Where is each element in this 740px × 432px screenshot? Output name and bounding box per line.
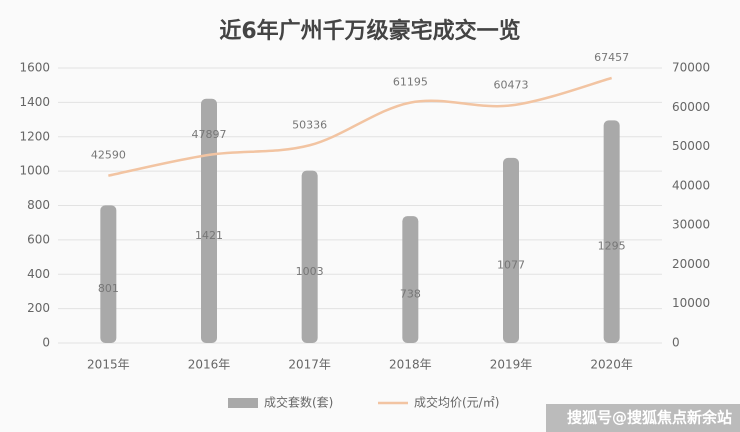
y2-tick-label: 60000 [672,100,710,114]
bar-value-label: 1003 [296,265,324,278]
y2-tick-label: 50000 [672,139,710,153]
y-tick-label: 200 [27,301,50,315]
bar [503,157,519,343]
y2-tick-label: 10000 [672,296,710,310]
chart-title: 近6年广州千万级豪宅成交一览 [219,18,520,44]
y-tick-label: 1200 [19,129,50,143]
line-value-label: 50336 [292,118,327,131]
bar-value-label: 1295 [598,240,626,253]
y-tick-label: 1600 [19,61,50,75]
bar [201,98,217,343]
watermark: 搜狐号@搜狐焦点新余站 [567,409,732,427]
price-line [108,76,612,177]
legend-label: 成交套数(套) [264,395,333,410]
x-tick-label: 2017年 [288,358,331,372]
y2-tick-label: 40000 [672,178,710,192]
y2-tick-label: 20000 [672,257,710,271]
x-tick-label: 2019年 [490,358,533,372]
y2-tick-label: 30000 [672,218,710,232]
x-tick-label: 2016年 [188,358,231,372]
bar [301,170,318,343]
bar [603,120,620,343]
line-value-label: 61195 [393,76,428,89]
x-tick-label: 2015年 [87,358,130,372]
bar-value-label: 738 [400,288,421,301]
line-value-label: 47897 [192,128,227,141]
y-tick-label: 800 [27,198,50,212]
bar [402,216,419,343]
x-tick-label: 2020年 [590,358,633,372]
x-tick-label: 2018年 [389,358,432,372]
bar-value-label: 801 [98,282,119,295]
y2-tick-label: 0 [672,336,680,350]
y2-tick-label: 70000 [672,61,710,75]
line-value-label: 67457 [594,51,629,64]
legend-label: 成交均价(元/㎡) [414,395,499,410]
bar-value-label: 1077 [497,258,525,271]
y-tick-label: 1000 [19,164,50,178]
line-value-label: 42590 [91,149,126,162]
bar-value-label: 1421 [195,229,223,242]
y-tick-label: 0 [42,336,50,350]
y-tick-label: 600 [27,232,50,246]
watermark-bg [546,404,740,432]
y-tick-label: 400 [27,267,50,281]
line-value-label: 60473 [494,78,529,91]
y-tick-label: 1400 [19,95,50,109]
bar [100,205,117,343]
legend-swatch [228,398,258,408]
